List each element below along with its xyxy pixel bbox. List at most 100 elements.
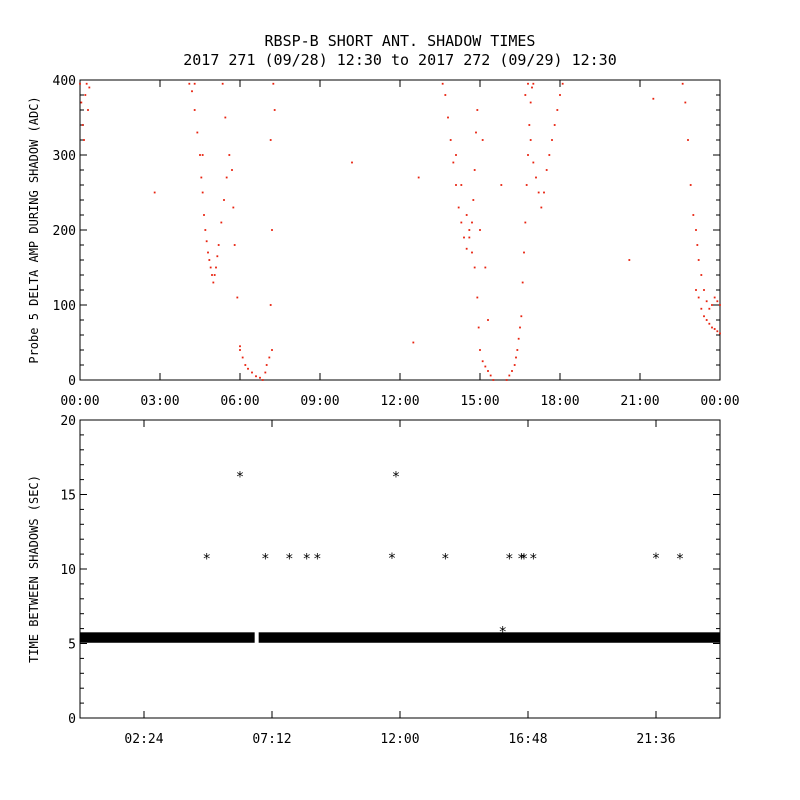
- data-point: [515, 356, 517, 359]
- data-point: [232, 206, 235, 209]
- data-point: [692, 214, 695, 216]
- data-point: [452, 161, 455, 164]
- x-tick-label: 07:12: [252, 732, 291, 747]
- data-point: [477, 326, 480, 329]
- data-point: [191, 90, 193, 93]
- data-point: [207, 251, 209, 254]
- data-point: [231, 169, 233, 171]
- data-point: [516, 349, 519, 351]
- data-point: [697, 259, 700, 261]
- data-point: [523, 251, 525, 254]
- data-point: [520, 315, 523, 318]
- data-point: [700, 307, 703, 310]
- data-point: [205, 240, 208, 243]
- data-point: [255, 375, 257, 378]
- data-point: [489, 374, 492, 377]
- x-tick-label: 06:00: [220, 394, 259, 409]
- data-point: [548, 154, 551, 156]
- data-point: [447, 116, 449, 119]
- data-point: [463, 236, 465, 239]
- data-point: [484, 266, 487, 269]
- data-point: [465, 214, 468, 216]
- data-point: [228, 154, 231, 156]
- y-tick-label: 10: [60, 563, 76, 578]
- data-point: [193, 109, 196, 111]
- data-point: [199, 154, 201, 156]
- x-tick-label: 00:00: [700, 394, 739, 409]
- data-point: [529, 139, 532, 141]
- y-axis-label: TIME BETWEEN SHADOWS (SEC): [27, 475, 41, 663]
- data-point: [713, 328, 716, 330]
- data-point: [217, 244, 220, 246]
- data-point: [537, 191, 540, 194]
- data-point: [211, 274, 213, 276]
- data-point: [460, 221, 463, 224]
- data-point: [241, 356, 244, 359]
- data-point: [271, 229, 273, 231]
- data-point: [273, 109, 276, 111]
- data-point: [713, 296, 716, 299]
- chart-subtitle: 2017 271 (09/28) 12:30 to 2017 272 (09/2…: [183, 51, 617, 69]
- data-point: [716, 300, 719, 303]
- y-tick-label: 5: [68, 638, 76, 653]
- data-point: [85, 82, 88, 85]
- data-point: [681, 82, 684, 85]
- data-point: [492, 379, 495, 381]
- data-point: [471, 221, 473, 224]
- data-point: [479, 229, 481, 231]
- data-point: [553, 124, 556, 126]
- data-point: *: [441, 552, 449, 568]
- data-point: [259, 376, 261, 379]
- data-point: [532, 82, 535, 85]
- data-point: [511, 370, 513, 372]
- data-point: [545, 169, 548, 171]
- data-point: [481, 360, 484, 363]
- data-point: [476, 109, 479, 111]
- data-point: *: [313, 552, 321, 568]
- data-point: [261, 379, 264, 381]
- data-point: [535, 176, 537, 179]
- data-point: [711, 326, 713, 329]
- chart-title: RBSP-B SHORT ANT. SHADOW TIMES: [264, 32, 536, 50]
- data-point: [475, 131, 477, 134]
- plot-frame: [79, 419, 721, 719]
- data-point: [215, 266, 217, 269]
- data-point: [719, 332, 721, 335]
- data-point: [529, 101, 532, 104]
- data-point: [684, 101, 687, 104]
- y-tick-label: 400: [53, 74, 76, 89]
- data-point: [441, 82, 444, 85]
- x-tick-label: 12:00: [380, 394, 419, 409]
- data-point: [481, 139, 484, 141]
- data-point: [188, 82, 191, 85]
- data-point: [84, 94, 87, 96]
- data-point: [216, 255, 219, 258]
- data-point: [351, 161, 353, 164]
- data-point: [224, 116, 227, 119]
- data-point: [473, 169, 476, 171]
- baseline-band: [80, 632, 255, 643]
- x-tick-label: 09:00: [300, 394, 339, 409]
- data-point: [269, 304, 272, 306]
- data-point: [513, 364, 516, 366]
- data-point: [705, 300, 708, 303]
- data-point: [196, 131, 199, 134]
- data-point: [697, 296, 700, 299]
- data-point: [468, 236, 471, 239]
- data-point: [703, 289, 705, 291]
- data-point: *: [285, 552, 293, 568]
- data-point: [487, 370, 489, 372]
- data-point: [476, 296, 479, 299]
- data-point: *: [498, 625, 506, 641]
- data-point: [505, 379, 508, 381]
- data-point: [479, 349, 481, 351]
- y-tick-label: 300: [53, 149, 76, 164]
- data-point: [455, 154, 457, 156]
- data-point: [652, 97, 655, 100]
- data-point: [521, 281, 524, 284]
- x-tick-label: 12:00: [380, 732, 419, 747]
- x-tick-label: 00:00: [60, 394, 99, 409]
- data-point: [244, 364, 247, 366]
- data-point: *: [302, 552, 310, 568]
- data-point: [472, 199, 475, 201]
